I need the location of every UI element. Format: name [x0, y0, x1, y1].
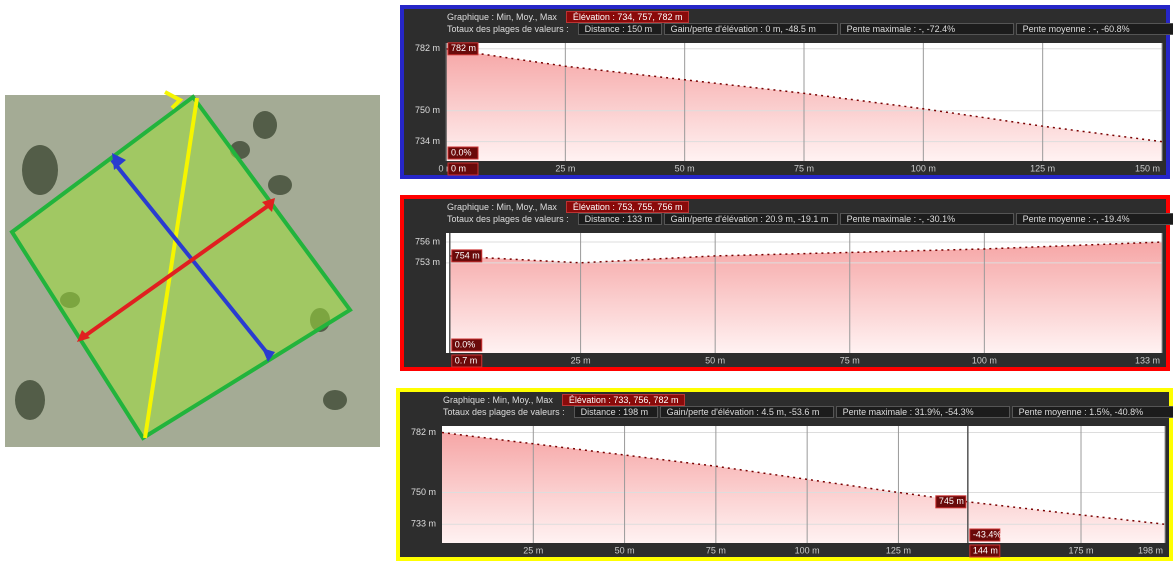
avg-slope: Pente moyenne : -, -60.8% — [1015, 23, 1173, 35]
max-slope: Pente maximale : -, -30.1% — [839, 213, 1014, 225]
cursor-distance: 0 m — [451, 163, 466, 173]
profile-area — [442, 432, 1165, 543]
cursor-distance: 0.7 m — [455, 355, 478, 365]
x-tick-label: 100 m — [795, 545, 820, 555]
profile-chart: 782 m 750 m 733 m 25 m 50 m 75 m 100 m 125 m 175… — [411, 426, 1166, 558]
gain-loss: Gain/perte d'élévation : 20.9 m, -19.1 m — [663, 213, 838, 225]
totals-label: Totaux des plages de valeurs : — [443, 407, 565, 417]
x-tick-label: 125 m — [1030, 163, 1055, 173]
profile-line — [449, 241, 1163, 264]
x-tick-label: 25 m — [555, 163, 575, 173]
avg-slope: Pente moyenne : -, -19.4% — [1015, 213, 1173, 225]
blue-arrow — [262, 348, 275, 362]
red-arrow — [77, 330, 90, 342]
y-tick-label: 750 m — [415, 105, 440, 115]
blue-arrow — [112, 153, 126, 170]
y-tick-label: 782 m — [415, 43, 440, 53]
x-tick-label: 125 m — [886, 545, 911, 555]
cursor-elevation: 782 m — [451, 43, 476, 53]
x-tick-label: 0 m — [438, 163, 453, 173]
x-tick-label: 198 m — [1138, 545, 1163, 555]
header-row: Totaux des plages de valeurs : Distance :… — [440, 213, 1173, 225]
cursor-slope-box — [451, 338, 483, 352]
x-tick-label: 100 m — [972, 355, 997, 365]
red-path — [80, 201, 274, 340]
max-slope: Pente maximale : -, -72.4% — [839, 23, 1014, 35]
distance: Distance : 198 m — [573, 406, 658, 418]
x-tick-label: 133 m — [1135, 355, 1160, 365]
profile-chart: 756 m 753 m 25 m 50 m 75 m 100 m 133 m 754 m 0.0… — [415, 233, 1163, 368]
panel-header: Graphique : Min, Moy., Max Élévation : 73… — [400, 394, 1173, 424]
cursor-slope: 0.0% — [451, 147, 472, 157]
cursor-slope: 0.0% — [455, 339, 476, 349]
cursor-distance-box — [451, 354, 483, 368]
yellow-arrow — [164, 90, 184, 110]
x-tick-label: 25 m — [571, 355, 591, 365]
graph-label: Graphique : Min, Moy., Max — [447, 12, 557, 22]
y-tick-label: 733 m — [411, 519, 436, 529]
profile-panel: Graphique : Min, Moy., Max Élévation : 73… — [396, 388, 1173, 561]
avg-slope: Pente moyenne : 1.5%, -40.8% — [1011, 406, 1173, 418]
panel-header: Graphique : Min, Moy., Max Élévation : 75… — [404, 201, 1173, 231]
cursor-elevation: 745 m — [939, 496, 964, 506]
cursor-slope-box — [447, 146, 479, 160]
cursor-distance-box — [969, 544, 1001, 558]
gain-loss: Gain/perte d'élévation : 4.5 m, -53.6 m — [659, 406, 834, 418]
x-tick-label: 150 m — [1135, 163, 1160, 173]
x-tick-label: 25 m — [523, 545, 543, 555]
cursor-slope-box — [969, 528, 1001, 542]
elevation-summary: Élévation : 753, 755, 756 m — [565, 201, 690, 213]
x-tick-label: 175 m — [1069, 545, 1094, 555]
cursor-distance: 144 m — [973, 545, 998, 555]
x-tick-label: 75 m — [794, 163, 814, 173]
cursor-elevation-box — [447, 42, 479, 56]
y-tick-label: 750 m — [411, 487, 436, 497]
cursor-elevation: 754 m — [455, 250, 480, 260]
y-tick-label: 734 m — [415, 136, 440, 146]
blue-path — [110, 158, 270, 356]
yellow-path — [143, 97, 199, 439]
distance: Distance : 133 m — [577, 213, 662, 225]
header-row: Totaux des plages de valeurs : Distance :… — [440, 23, 1173, 35]
distance: Distance : 150 m — [577, 23, 662, 35]
profile-line — [441, 431, 1166, 526]
graph-label: Graphique : Min, Moy., Max — [443, 395, 553, 405]
x-tick-label: 50 m — [705, 355, 725, 365]
x-tick-label: 50 m — [615, 545, 635, 555]
x-tick-label: 100 m — [911, 163, 936, 173]
panel-header: Graphique : Min, Moy., Max Élévation : 73… — [404, 11, 1173, 41]
gain-loss: Gain/perte d'élévation : 0 m, -48.5 m — [663, 23, 838, 35]
cursor-elevation-box — [451, 249, 483, 263]
elevation-summary: Élévation : 733, 756, 782 m — [561, 394, 686, 406]
x-tick-label: 75 m — [706, 545, 726, 555]
profile-line — [445, 48, 1163, 143]
cursor-slope: -43.4% — [973, 529, 1002, 539]
elevation-summary: Élévation : 734, 757, 782 m — [565, 11, 690, 23]
x-tick-label: 75 m — [840, 355, 860, 365]
header-row: Graphique : Min, Moy., Max Élévation : 73… — [440, 11, 1166, 23]
header-row: Totaux des plages de valeurs : Distance :… — [436, 406, 1173, 418]
y-tick-label: 756 m — [415, 236, 440, 246]
x-tick-label: 50 m — [675, 163, 695, 173]
max-slope: Pente maximale : 31.9%, -54.3% — [835, 406, 1010, 418]
cursor-distance-box — [447, 162, 479, 176]
totals-label: Totaux des plages de valeurs : — [447, 214, 569, 224]
graph-label: Graphique : Min, Moy., Max — [447, 202, 557, 212]
profile-panel: Graphique : Min, Moy., Max Élévation : 75… — [400, 195, 1173, 371]
totals-label: Totaux des plages de valeurs : — [447, 24, 569, 34]
red-arrow — [262, 198, 275, 212]
profile-chart: 782 m 750 m 734 m 0 m 25 m 50 m 75 m 100 m 125 m… — [415, 42, 1163, 176]
y-tick-label: 782 m — [411, 427, 436, 437]
satellite-map — [5, 90, 380, 447]
cursor-elevation-box — [935, 495, 967, 509]
header-row: Graphique : Min, Moy., Max Élévation : 75… — [440, 201, 1166, 213]
y-tick-label: 753 m — [415, 257, 440, 267]
header-row: Graphique : Min, Moy., Max Élévation : 73… — [436, 394, 1169, 406]
profile-panel: Graphique : Min, Moy., Max Élévation : 73… — [400, 5, 1173, 179]
